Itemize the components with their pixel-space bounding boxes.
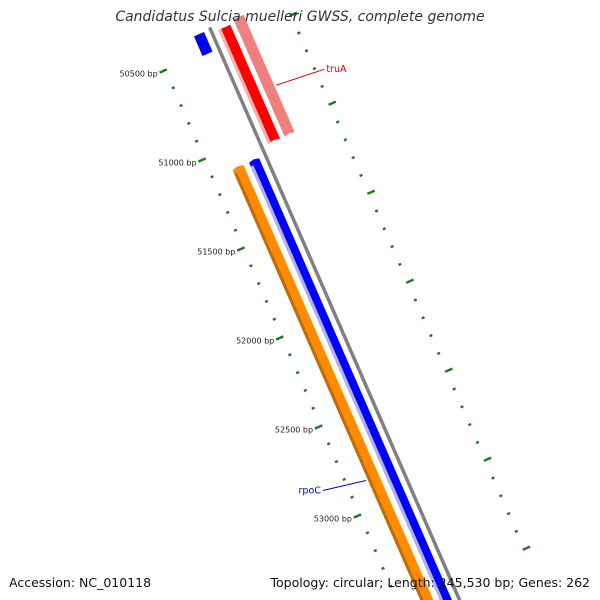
scale-tick-right bbox=[483, 456, 492, 462]
scale-tick-right bbox=[335, 120, 340, 124]
rpoc-label[interactable]: rpoC bbox=[299, 486, 322, 497]
scale-tick-left bbox=[179, 103, 183, 108]
trua-leader-line bbox=[276, 68, 325, 86]
trua-gene-band bbox=[234, 18, 295, 137]
scale-tick-right bbox=[421, 316, 425, 320]
scale-tick-right bbox=[351, 155, 356, 160]
scale-tick-right bbox=[522, 545, 531, 551]
scale-tick-right bbox=[514, 529, 519, 534]
genome-summary: Topology: circular; Length: 245,530 bp; … bbox=[270, 575, 591, 590]
scale-tick-left bbox=[275, 335, 284, 341]
scale-tick-left bbox=[303, 388, 308, 393]
scale-tick-right bbox=[374, 209, 379, 213]
scale-tick-left bbox=[225, 210, 230, 215]
scale-tick-left bbox=[326, 442, 331, 446]
scale-tick-left bbox=[388, 584, 393, 588]
rpoc-leader-line bbox=[322, 480, 367, 491]
map-title: Candidatus Sulcia muelleri GWSS, complet… bbox=[115, 9, 485, 25]
feature-band-2 bbox=[193, 32, 213, 56]
scale-tick-right bbox=[366, 189, 376, 195]
scale-tick-right bbox=[506, 511, 511, 516]
scale-tick-left bbox=[159, 68, 168, 74]
scale-tick-left bbox=[256, 281, 261, 286]
scale-tick-right bbox=[405, 278, 415, 284]
scale-tick-right bbox=[444, 367, 453, 373]
scale-tick-right bbox=[343, 138, 348, 142]
scale-tick-left bbox=[287, 353, 292, 357]
scale-tick-right bbox=[436, 351, 441, 356]
scale-tick-right bbox=[382, 227, 387, 231]
rpoc-cds-band bbox=[249, 158, 452, 600]
scale-tick-left bbox=[311, 406, 315, 410]
scale-tick-left bbox=[381, 566, 385, 571]
scale-tick-left bbox=[350, 495, 354, 499]
scale-tick-right bbox=[498, 494, 503, 498]
rpoc-cds-highlight bbox=[250, 165, 444, 600]
tick-label: 51500 bp bbox=[197, 247, 235, 256]
scale-tick-left bbox=[373, 548, 378, 553]
scale-tick-left bbox=[295, 370, 300, 375]
scale-tick-left bbox=[272, 317, 277, 321]
backbone-line bbox=[208, 26, 462, 600]
scale-tick-right bbox=[312, 66, 317, 71]
scale-tick-left bbox=[314, 424, 323, 430]
scale-tick-right bbox=[304, 49, 309, 53]
scale-tick-right bbox=[397, 262, 402, 267]
scale-tick-left bbox=[334, 459, 339, 464]
feature-tracks bbox=[193, 14, 452, 600]
scale-tick-right bbox=[429, 333, 433, 338]
scale-tick-left bbox=[342, 477, 347, 482]
scale-tick-left bbox=[210, 175, 214, 179]
scale-tick-right bbox=[320, 84, 324, 89]
scale-tick-left bbox=[186, 121, 191, 126]
backbone bbox=[208, 26, 462, 600]
tick-label: 51000 bp bbox=[158, 158, 196, 167]
scale-tick-left bbox=[233, 228, 238, 232]
scale-tick-right bbox=[413, 298, 418, 302]
rpoc-gene-shadow bbox=[234, 172, 424, 600]
scale-ticks: 50500 bp 51000 bp 51500 bp 52000 bp 52500 bp… bbox=[120, 11, 531, 588]
trua-cds-highlight bbox=[218, 28, 271, 144]
trua-cds-band bbox=[218, 24, 281, 144]
scale-tick-right bbox=[359, 173, 363, 178]
feature-band-light-2 bbox=[233, 14, 252, 39]
gene-labels: truA rpoC bbox=[276, 64, 367, 497]
tick-label: 52500 bp bbox=[275, 425, 313, 434]
scale-tick-right bbox=[460, 405, 464, 409]
accession-text: Accession: NC_010118 bbox=[9, 575, 152, 590]
scale-tick-right bbox=[296, 31, 301, 35]
scale-tick-left bbox=[236, 246, 246, 252]
scale-tick-left bbox=[194, 139, 199, 143]
tick-label: 50500 bp bbox=[120, 69, 158, 78]
scale-tick-right bbox=[475, 440, 480, 445]
trua-label[interactable]: truA bbox=[326, 64, 347, 75]
scale-tick-right bbox=[491, 476, 495, 480]
scale-tick-left bbox=[264, 299, 269, 304]
scale-tick-left bbox=[249, 264, 253, 268]
scale-tick-left bbox=[218, 192, 222, 197]
tick-label: 53000 bp bbox=[314, 514, 352, 523]
rpoc-gene-band bbox=[232, 165, 434, 600]
tick-label: 52000 bp bbox=[236, 336, 274, 345]
scale-tick-left bbox=[197, 157, 207, 163]
scale-tick-right bbox=[467, 422, 472, 427]
scale-tick-right bbox=[390, 244, 394, 249]
scale-tick-left bbox=[171, 86, 176, 90]
scale-tick-right bbox=[452, 387, 457, 391]
scale-tick-right bbox=[289, 11, 298, 17]
scale-tick-left bbox=[365, 531, 370, 535]
scale-tick-left bbox=[353, 513, 362, 519]
scale-tick-right bbox=[328, 100, 337, 106]
